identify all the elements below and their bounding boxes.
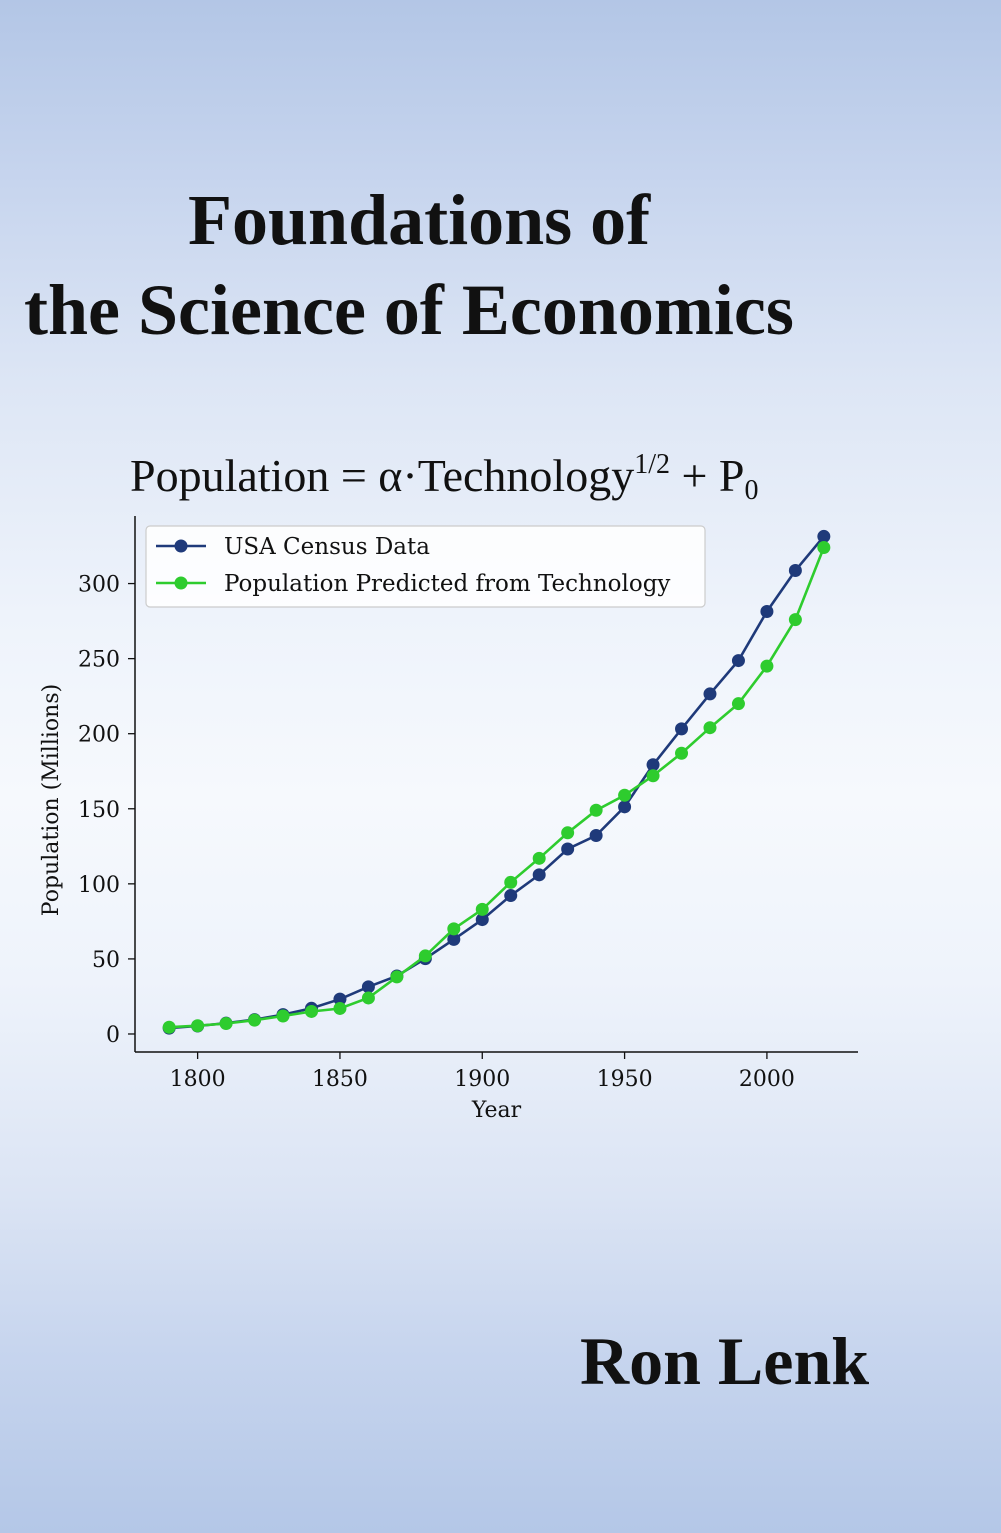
x-tick-label: 1800 (170, 1067, 226, 1092)
population-chart: 1800 1850 1900 1950 2000 0 50 100 150 200 250 300 Ye… (39, 516, 858, 1123)
x-tick-label: 1950 (597, 1067, 653, 1092)
series-1-point (475, 902, 489, 916)
formula-subscript: 0 (744, 475, 759, 506)
x-axis-label: Year (471, 1098, 522, 1123)
legend-marker-predicted (174, 576, 188, 590)
x-tick-label: 1850 (312, 1067, 368, 1092)
series-1-point (418, 949, 432, 963)
series-1-point (333, 1001, 347, 1015)
series-1-point (589, 803, 603, 817)
series-1-point (788, 613, 802, 627)
series-0-point (788, 564, 802, 578)
x-tick-label: 2000 (739, 1067, 795, 1092)
y-tick-label: 200 (78, 723, 120, 748)
series-0-point (646, 758, 660, 772)
series-0-point (703, 687, 717, 701)
series-0-point (760, 604, 774, 618)
title-line-2: the Science of Economics (24, 270, 794, 350)
formula-main: Population = α·Technology (130, 450, 635, 501)
series-1-point (561, 826, 575, 840)
y-axis-label: Population (Millions) (39, 684, 64, 916)
series-0-point (675, 722, 689, 736)
series-1-point (447, 922, 461, 936)
series-1-point (304, 1004, 318, 1018)
series-0-point (361, 980, 375, 994)
chart-axes: 1800 1850 1900 1950 2000 0 50 100 150 200 250 300 Ye… (39, 516, 858, 1123)
series-1-point (703, 721, 717, 735)
series-1-point (162, 1020, 176, 1034)
series-1-point (504, 875, 518, 889)
series-0-point (731, 654, 745, 668)
series-1-point (760, 659, 774, 673)
y-tick-label: 250 (78, 648, 120, 673)
series-0-point (618, 800, 632, 814)
series-line-1 (169, 547, 826, 1029)
series-1-point (219, 1016, 233, 1030)
series-0-point (589, 828, 603, 842)
series-1-point (390, 970, 404, 984)
legend-label-predicted: Population Predicted from Technology (224, 571, 670, 597)
series-1-point (618, 788, 632, 802)
legend-label-census: USA Census Data (224, 534, 430, 560)
series-0-point (447, 932, 461, 946)
series-1-point (248, 1013, 262, 1027)
series-1-point (675, 746, 689, 760)
formula: Population = α·Technology1/2 + P0 (130, 449, 759, 507)
series-0-point (532, 868, 546, 882)
series-1-point (532, 851, 546, 865)
y-tick-label: 100 (78, 873, 120, 898)
series-0-point (333, 992, 347, 1006)
series-1-point (191, 1019, 205, 1033)
chart-legend: USA Census Data Population Predicted fro… (145, 525, 706, 608)
y-tick-label: 150 (78, 798, 120, 823)
y-tick-label: 50 (92, 948, 120, 973)
series-1-point (276, 1009, 290, 1023)
chart-series (162, 529, 831, 1035)
formula-exponent: 1/2 (634, 449, 670, 480)
legend-marker-census (174, 539, 188, 553)
series-1-point (646, 769, 660, 783)
series-1-point (817, 541, 831, 555)
title-line-1: Foundations of (188, 180, 651, 260)
series-0-point (817, 529, 831, 543)
series-1-point (361, 991, 375, 1005)
author-name: Ron Lenk (580, 1323, 870, 1399)
x-tick-label: 1900 (454, 1067, 510, 1092)
legend-frame (145, 525, 706, 608)
y-tick-label: 0 (106, 1023, 120, 1048)
series-0-point (475, 913, 489, 927)
series-0-point (504, 889, 518, 903)
series-0-point (561, 842, 575, 856)
formula-plus-term: + P (669, 450, 745, 501)
series-1-point (731, 697, 745, 711)
series-line-0 (169, 535, 825, 1030)
y-tick-label: 300 (78, 573, 120, 598)
